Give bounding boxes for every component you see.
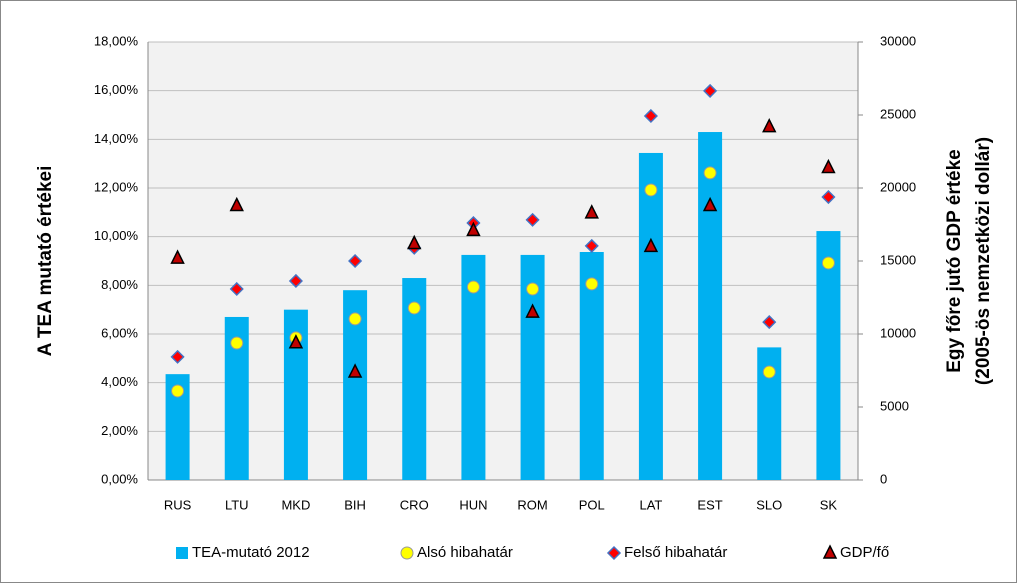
- lower-marker: [762, 365, 776, 379]
- upper-marker: [584, 238, 599, 253]
- y-tick-label: 6,00%: [101, 325, 138, 340]
- x-tick-label: CRO: [400, 497, 429, 512]
- plot-area: [148, 42, 858, 480]
- x-tick-label: POL: [579, 497, 605, 512]
- gdp-marker: [584, 204, 599, 219]
- gdp-marker: [762, 118, 777, 133]
- upper-marker: [288, 273, 303, 289]
- x-tick-label: EST: [697, 497, 722, 512]
- upper-marker: [170, 349, 185, 364]
- lower-marker: [171, 384, 185, 398]
- legend-swatch: [176, 547, 188, 559]
- gdp-marker: [288, 334, 304, 349]
- legend-swatch: [822, 544, 838, 559]
- gdp-marker: [229, 196, 244, 212]
- x-tick-label: BIH: [344, 497, 366, 512]
- y-tick-label: 8,00%: [101, 277, 138, 292]
- bar: [698, 132, 723, 481]
- y-axis-title: A TEA mutató értékei: [35, 166, 56, 357]
- x-tick-label: LAT: [639, 497, 662, 512]
- gdp-marker: [347, 363, 363, 378]
- upper-marker: [348, 253, 363, 269]
- legend-swatch: [606, 545, 622, 561]
- x-tick-label: RUS: [164, 497, 192, 512]
- upper-marker: [762, 315, 777, 330]
- y-tick-label: 14,00%: [94, 131, 139, 146]
- y2-axis-title: (2005-ös nemzetközi dollár): [973, 137, 994, 385]
- x-tick-label: SLO: [756, 497, 782, 512]
- x-tick-label: LTU: [225, 497, 249, 512]
- legend-label: Felső hibahatár: [624, 544, 727, 561]
- y-tick-label: 4,00%: [101, 374, 138, 389]
- legend-swatch: [400, 546, 414, 560]
- x-tick-label: SK: [820, 497, 838, 512]
- gdp-marker: [702, 196, 718, 212]
- y2-tick-label: 5000: [880, 398, 909, 413]
- y2-tick-label: 10000: [880, 325, 916, 340]
- y-tick-label: 18,00%: [94, 33, 139, 48]
- x-tick-label: MKD: [281, 497, 310, 512]
- y2-tick-label: 20000: [880, 179, 916, 194]
- y-tick-label: 0,00%: [101, 471, 138, 486]
- bar: [816, 231, 841, 480]
- gdp-marker: [170, 249, 185, 264]
- y2-tick-label: 30000: [880, 33, 916, 48]
- lower-marker: [526, 282, 540, 296]
- gdp-marker: [466, 221, 481, 237]
- lower-marker: [644, 183, 658, 197]
- lower-marker: [348, 312, 362, 326]
- lower-marker: [821, 256, 835, 270]
- lower-marker: [703, 166, 717, 180]
- y-tick-label: 10,00%: [94, 228, 139, 243]
- upper-marker: [525, 212, 540, 227]
- bar: [638, 152, 663, 480]
- upper-marker: [643, 108, 658, 124]
- gdp-marker: [525, 303, 540, 318]
- gdp-marker: [407, 234, 422, 250]
- y2-tick-label: 25000: [880, 106, 916, 121]
- y-tick-label: 16,00%: [94, 82, 139, 97]
- x-tick-label: ROM: [517, 497, 547, 512]
- y-tick-label: 2,00%: [101, 423, 138, 438]
- upper-marker: [821, 189, 836, 205]
- y2-tick-label: 15000: [880, 252, 916, 267]
- lower-marker: [585, 277, 599, 291]
- legend-label: GDP/fő: [840, 544, 889, 561]
- gdp-marker: [821, 158, 836, 174]
- y-tick-label: 12,00%: [94, 179, 139, 194]
- y2-axis-title: Egy főre jutó GDP értéke: [944, 149, 965, 373]
- lower-marker: [466, 280, 480, 294]
- lower-marker: [407, 301, 421, 315]
- x-tick-label: HUN: [459, 497, 487, 512]
- gdp-marker: [643, 237, 659, 253]
- legend-label: Alsó hibahatár: [417, 544, 513, 561]
- y2-tick-label: 0: [880, 471, 887, 486]
- upper-marker: [229, 281, 244, 297]
- upper-marker: [703, 83, 718, 98]
- lower-marker: [230, 336, 244, 350]
- legend-label: TEA-mutató 2012: [192, 544, 310, 561]
